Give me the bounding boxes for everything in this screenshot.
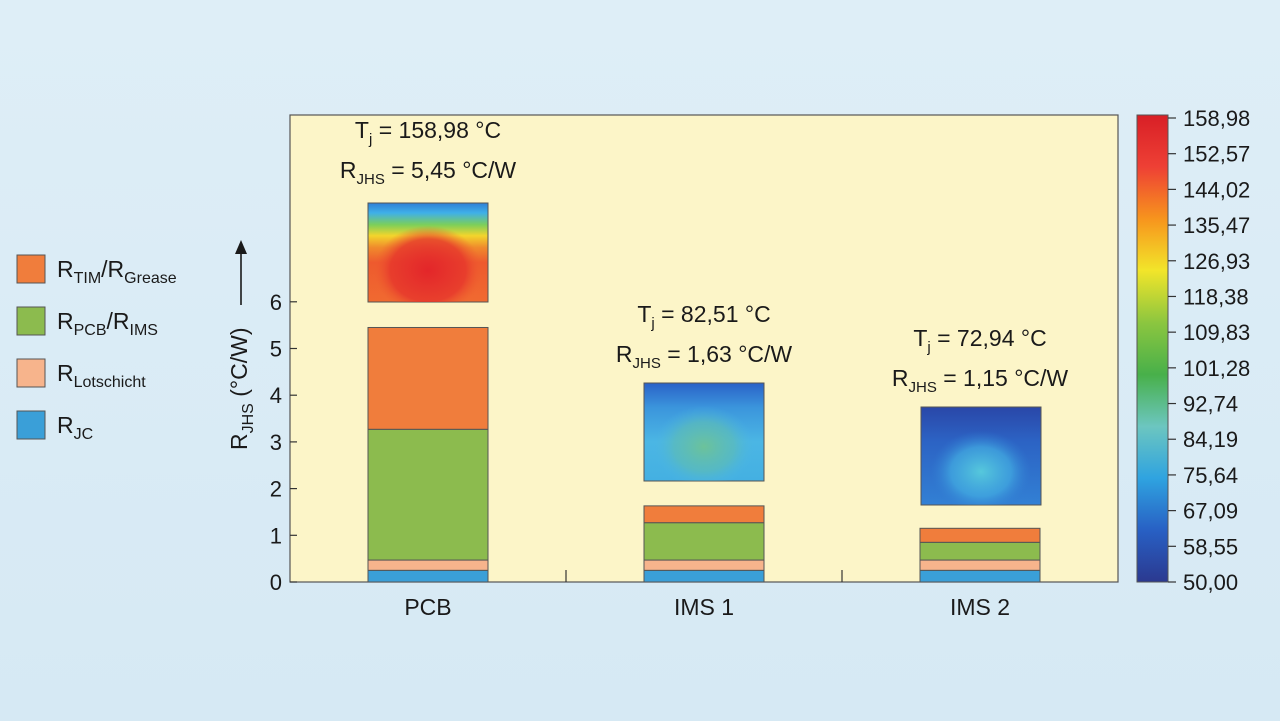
annotation-rjhs: RJHS = 5,45 °C/W — [340, 157, 517, 188]
bar-segment-lot — [919, 559, 1041, 571]
annotation-tj-sub: j — [650, 315, 654, 332]
bar-segment-pcb — [367, 428, 489, 561]
colorbar-tick-label: 118,38 — [1183, 284, 1249, 309]
legend-swatch — [16, 410, 46, 440]
y-tick-label: 2 — [270, 477, 282, 502]
annotation-r-sub: JHS — [909, 379, 937, 396]
annotation-tj-value: = 72,94 °C — [931, 325, 1047, 351]
legend-swatch — [16, 254, 46, 284]
bar-segment-pcb — [919, 541, 1041, 561]
annotation-tj-sub: j — [368, 131, 372, 148]
annotation-tj-label: T — [355, 117, 369, 143]
y-tick-label: 5 — [270, 337, 282, 362]
bars — [367, 326, 1041, 583]
legend-label: RTIM/RGrease — [57, 256, 177, 287]
y-tick-label: 6 — [270, 290, 282, 315]
y-axis-title-main: R — [226, 433, 252, 450]
colorbar-tick-label: 84,19 — [1183, 427, 1238, 452]
legend-label: RPCB/RIMS — [57, 308, 158, 339]
annotation-r-value: = 5,45 °C/W — [385, 157, 517, 183]
annotation-r-sub: JHS — [357, 171, 385, 188]
y-axis-title: RJHS (°C/W) — [226, 328, 257, 450]
annotation-r-value: = 1,15 °C/W — [937, 365, 1069, 391]
annotation-tj: Tj = 82,51 °C — [637, 301, 770, 332]
annotation-r-label: R — [340, 157, 357, 183]
y-tick-label: 3 — [270, 430, 282, 455]
bar-segment-tim — [919, 527, 1041, 543]
legend: RTIM/RGrease RPCB/RIMS RLotschicht RJC — [16, 254, 177, 443]
annotation-r-label: R — [616, 341, 633, 367]
bar-segment-jc — [643, 569, 765, 583]
thermal-image-ims1 — [643, 382, 765, 482]
colorbar-tick-label: 109,83 — [1183, 320, 1250, 345]
annotation-tj: Tj = 158,98 °C — [355, 117, 501, 148]
annotation-tj-label: T — [913, 325, 927, 351]
colorbar-ticks: 158,98 152,57 144,02 135,47 126,93 118,38 109,… — [1168, 106, 1250, 595]
colorbar-tick-label: 126,93 — [1183, 249, 1250, 274]
bar-segment-tim — [367, 326, 489, 430]
y-axis-title-sub: JHS — [240, 403, 257, 433]
colorbar: 158,98 152,57 144,02 135,47 126,93 118,38 109,… — [1136, 106, 1250, 595]
legend-item-pcb: RPCB/RIMS — [16, 306, 158, 339]
annotation-rjhs: RJHS = 1,15 °C/W — [892, 365, 1069, 396]
x-tick-label: IMS 2 — [950, 594, 1010, 620]
annotation-r-label: R — [892, 365, 909, 391]
legend-swatch — [16, 358, 46, 388]
colorbar-tick-label: 152,57 — [1183, 142, 1250, 167]
annotation-tj-sub: j — [926, 339, 930, 356]
legend-swatch — [16, 306, 46, 336]
annotation-tj-value: = 82,51 °C — [655, 301, 771, 327]
colorbar-tick-label: 58,55 — [1183, 534, 1238, 559]
colorbar-tick-label: 144,02 — [1183, 177, 1250, 202]
x-tick-label: PCB — [404, 594, 451, 620]
x-axis: PCB IMS 1 IMS 2 — [404, 570, 1010, 620]
colorbar-tick-label: 75,64 — [1183, 463, 1238, 488]
legend-item-tim: RTIM/RGrease — [16, 254, 177, 287]
legend-label: RLotschicht — [57, 360, 146, 391]
annotation-rjhs: RJHS = 1,63 °C/W — [616, 341, 793, 372]
annotation-r-value: = 1,63 °C/W — [661, 341, 793, 367]
bar-segment-lot — [643, 559, 765, 571]
annotation-tj-label: T — [637, 301, 651, 327]
colorbar-tick-label: 158,98 — [1183, 106, 1250, 131]
y-axis-arrow — [235, 240, 247, 305]
colorbar-tick-label: 67,09 — [1183, 499, 1238, 524]
annotation-tj: Tj = 72,94 °C — [913, 325, 1046, 356]
colorbar-tick-label: 135,47 — [1183, 213, 1250, 238]
colorbar-tick-label: 101,28 — [1183, 356, 1250, 381]
colorbar-tick-label: 92,74 — [1183, 392, 1238, 417]
bar-segment-jc — [919, 569, 1041, 583]
legend-label: RJC — [57, 412, 93, 443]
y-tick-label: 1 — [270, 523, 282, 548]
bar-segment-pcb — [643, 522, 765, 561]
bar-segment-jc — [367, 569, 489, 583]
thermal-image-pcb — [367, 202, 489, 303]
bar-segment-tim — [643, 505, 765, 524]
y-tick-label: 0 — [270, 570, 282, 595]
annotation-tj-value: = 158,98 °C — [372, 117, 501, 143]
y-axis: 0 1 2 3 4 5 6 — [270, 290, 297, 595]
x-tick-label: IMS 1 — [674, 594, 734, 620]
y-axis-title-rest: (°C/W) — [226, 328, 252, 404]
y-tick-label: 4 — [270, 383, 282, 408]
bar-segment-lot — [367, 559, 489, 571]
thermal-image-ims2 — [920, 406, 1042, 506]
colorbar-gradient — [1136, 114, 1169, 583]
colorbar-tick-label: 50,00 — [1183, 570, 1238, 595]
legend-item-jc: RJC — [16, 410, 93, 443]
annotation-r-sub: JHS — [633, 355, 661, 372]
legend-item-lot: RLotschicht — [16, 358, 146, 391]
